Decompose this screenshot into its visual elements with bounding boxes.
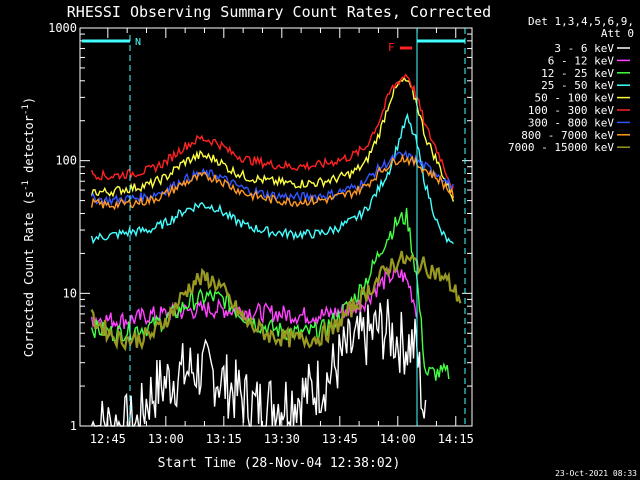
x-tick-labels: 12:45 13:00 13:15 13:30 13:45 14:00 14:15 xyxy=(90,432,474,446)
series-lines xyxy=(90,73,462,427)
chart-title: RHESSI Observing Summary Count Rates, Co… xyxy=(67,3,491,21)
x-axis-label: Start Time (28-Nov-04 12:38:02) xyxy=(158,456,401,471)
footer-date: 23-Oct-2021 08:33 xyxy=(555,469,637,478)
legend-label: 7000 - 15000 keV xyxy=(508,141,614,154)
f-flag-label: F xyxy=(388,41,395,54)
x-tick-label: 12:45 xyxy=(90,432,126,446)
legend-label: 100 - 300 keV xyxy=(528,104,614,117)
n-flag-label: N xyxy=(135,37,141,48)
legend-label: 25 - 50 keV xyxy=(541,79,614,92)
legend-label: 6 - 12 keV xyxy=(548,54,615,67)
x-tick-label: 13:00 xyxy=(148,432,184,446)
x-tick-label: 13:30 xyxy=(264,432,300,446)
x-tick-label: 14:00 xyxy=(380,432,416,446)
y-axis-label-mid: detector xyxy=(22,115,36,180)
y-tick-label: 1 xyxy=(70,419,77,433)
series-line-12-25-kev xyxy=(90,207,450,381)
y-axis-label: Corrected Count Rate (s-1 detector-1) xyxy=(21,97,36,357)
y-axis-label-sup2: -1 xyxy=(21,104,31,115)
y-tick-label: 1000 xyxy=(48,21,77,35)
x-tick-label: 13:45 xyxy=(322,432,358,446)
legend-header-line1: Det 1,3,4,5,6,9, xyxy=(528,15,634,28)
x-tick-label: 13:15 xyxy=(206,432,242,446)
legend-label: 12 - 25 keV xyxy=(541,67,614,80)
legend-label: 50 - 100 keV xyxy=(535,92,615,105)
flags: N F xyxy=(82,28,466,426)
y-axis-label-suffix: ) xyxy=(22,97,36,104)
series-line-6-12-kev xyxy=(90,265,417,331)
y-axis-label-prefix: Corrected Count Rate (s xyxy=(22,191,36,357)
series-line-3-6-kev xyxy=(90,299,427,427)
legend-label: 800 - 7000 keV xyxy=(521,129,614,142)
legend-label: 3 - 6 keV xyxy=(554,42,614,55)
series-line-50-100-kev xyxy=(90,75,455,202)
series-line-800-7000-kev xyxy=(90,153,455,211)
y-tick-label: 100 xyxy=(55,154,77,168)
y-tick-labels: 1 10 100 1000 xyxy=(48,21,77,433)
x-tick-label: 14:15 xyxy=(438,432,474,446)
series-line-100-300-kev xyxy=(90,73,455,192)
y-axis-label-sup1: -1 xyxy=(21,180,31,191)
y-tick-label: 10 xyxy=(63,286,77,300)
series-line-7000-15000-kev xyxy=(90,250,462,352)
legend-label: 300 - 800 keV xyxy=(528,116,614,129)
legend-header-line2: Att 0 xyxy=(601,27,634,40)
